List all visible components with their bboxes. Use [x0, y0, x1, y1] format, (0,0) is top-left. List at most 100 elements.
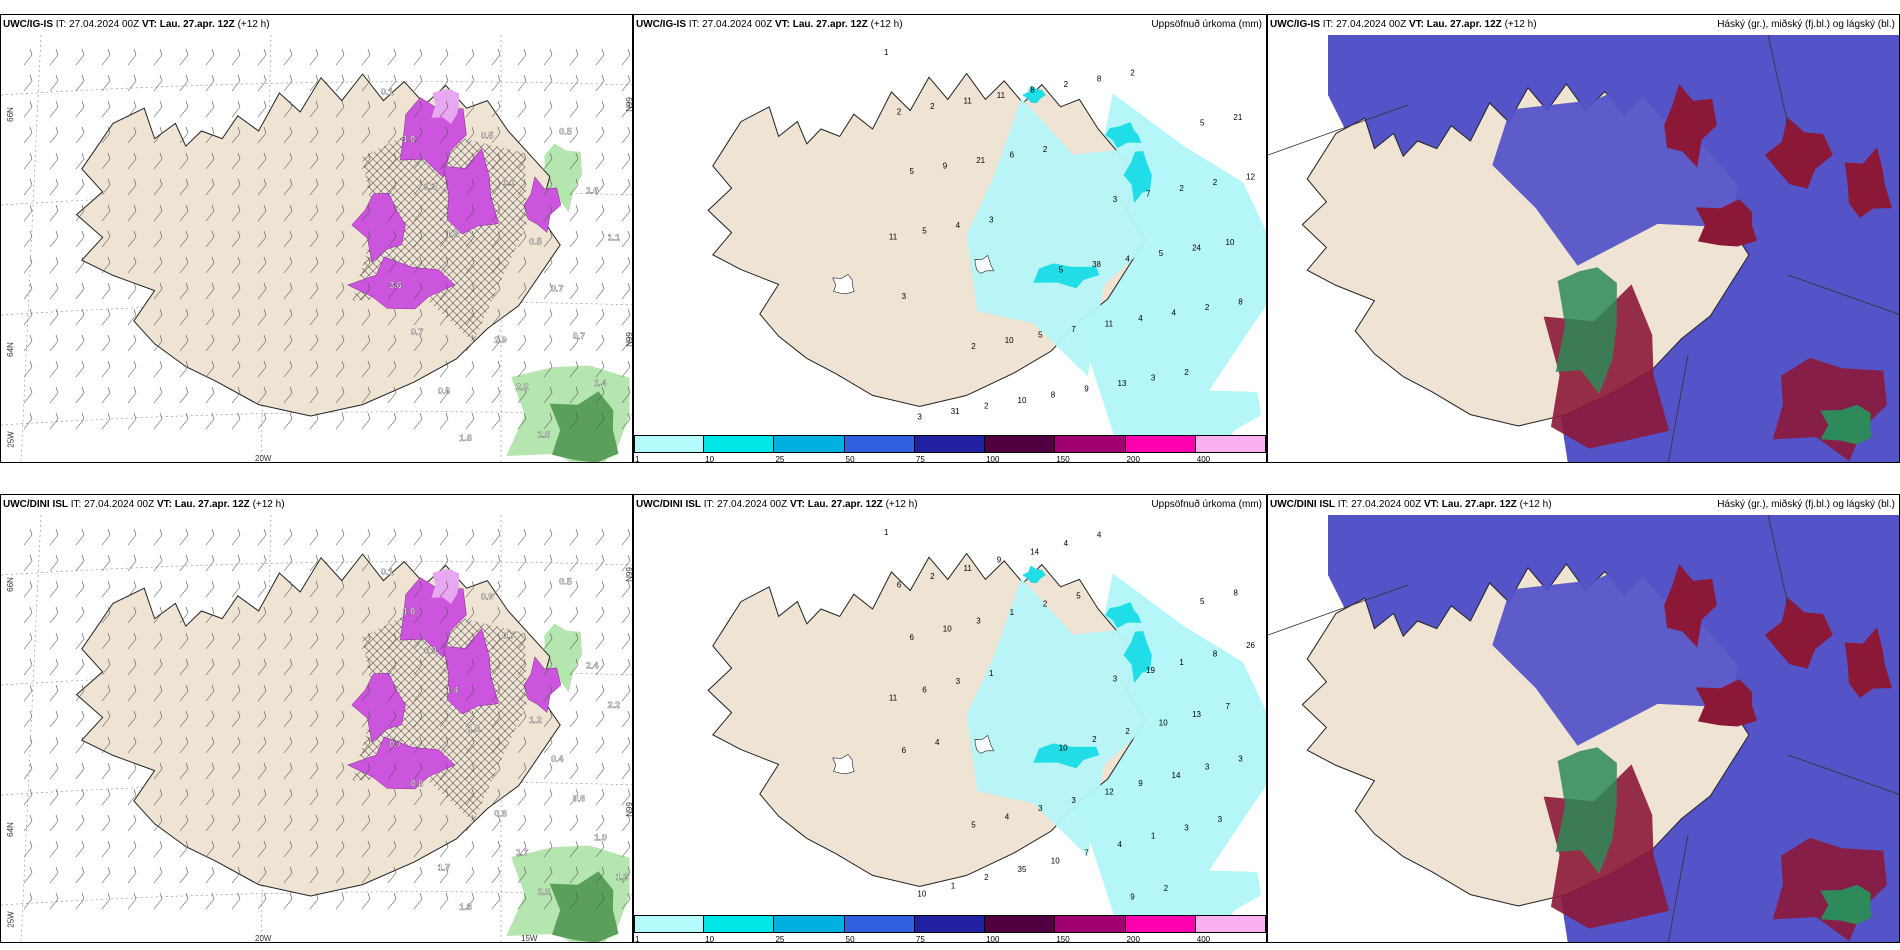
- wind-barb: [387, 386, 397, 404]
- wind-barb: [283, 814, 293, 832]
- lon-label-20w: 20W: [255, 454, 272, 463]
- wind-barb: [101, 386, 111, 404]
- wind-barb: [231, 866, 241, 884]
- precip-value-label: 2: [1179, 184, 1184, 193]
- wind-barb: [491, 658, 501, 676]
- wind-barb: [517, 386, 527, 404]
- wind-barb: [517, 658, 527, 676]
- wind-barb: [595, 308, 605, 326]
- wind-barb: [101, 736, 111, 754]
- wind-barb: [257, 230, 267, 248]
- wind-barb: [439, 658, 449, 676]
- wind-barb: [439, 762, 449, 780]
- wind-barb: [465, 204, 475, 222]
- wind-barb: [517, 606, 527, 624]
- wind-barb: [101, 814, 111, 832]
- wind-barb: [23, 282, 33, 300]
- wind-barb: [49, 814, 59, 832]
- wind-barb: [283, 528, 293, 546]
- wind-barb: [283, 48, 293, 66]
- precip-value-label: 10: [1005, 336, 1014, 345]
- wind-value-label: 1.6: [586, 185, 599, 195]
- wind-barb: [413, 762, 423, 780]
- wind-barb: [413, 308, 423, 326]
- panel-ig-wind: UWC/IG-IS IT: 27.04.2024 00Z VT: Lau. 27…: [0, 14, 633, 463]
- wind-barb: [569, 74, 579, 92]
- colorbar-tick-label: 25: [775, 935, 785, 943]
- wind-barb: [569, 866, 579, 884]
- wind-barb: [569, 334, 579, 352]
- precip-value-label: 5: [1059, 266, 1064, 275]
- wind-barb: [361, 554, 371, 572]
- wind-barb: [491, 528, 501, 546]
- wind-barb: [387, 866, 397, 884]
- wind-barb: [387, 814, 397, 832]
- model-name: UWC/IG-IS: [636, 19, 686, 30]
- wind-barb: [491, 736, 501, 754]
- wind-value-label: 0.7: [411, 327, 424, 337]
- wind-barb: [595, 282, 605, 300]
- wind-barb: [153, 230, 163, 248]
- precip-value-label: 2: [1043, 600, 1048, 609]
- precip-value-label: 5: [1159, 249, 1164, 258]
- rain-area-heavy: [549, 871, 619, 942]
- wind-barb: [283, 632, 293, 650]
- wind-barb: [595, 48, 605, 66]
- wind-barb: [127, 632, 137, 650]
- wind-barb: [257, 892, 267, 910]
- precip-value-label: 6: [897, 580, 902, 589]
- wind-barb: [75, 866, 85, 884]
- wind-barb: [283, 762, 293, 780]
- wind-barb: [543, 580, 553, 598]
- wind-barb: [309, 762, 319, 780]
- wind-barb: [517, 632, 527, 650]
- wind-barb: [75, 178, 85, 196]
- wind-barb: [439, 684, 449, 702]
- wind-barb: [179, 386, 189, 404]
- wind-barb: [387, 788, 397, 806]
- wind-barb: [75, 126, 85, 144]
- wind-barb: [257, 684, 267, 702]
- wind-barb: [179, 580, 189, 598]
- wind-barb: [335, 528, 345, 546]
- wind-barb: [543, 606, 553, 624]
- precip-title: Uppsöfnuð úrkoma (mm): [1151, 19, 1262, 30]
- wind-barb: [517, 126, 527, 144]
- wind-barb: [23, 152, 33, 170]
- wind-barb: [621, 840, 631, 858]
- wind-barb: [621, 658, 631, 676]
- wind-barb: [231, 204, 241, 222]
- wind-barb: [75, 814, 85, 832]
- wind-barb: [439, 866, 449, 884]
- precip-value-label: 9: [1130, 892, 1135, 901]
- wind-barb: [101, 762, 111, 780]
- wind-barb: [517, 684, 527, 702]
- wind-barb: [127, 74, 137, 92]
- wind-barb: [517, 866, 527, 884]
- precip-colorbar: 1 10 25 50 75 100 150 200 400: [634, 915, 1266, 942]
- wind-barb: [465, 74, 475, 92]
- wind-barb: [23, 736, 33, 754]
- wind-barb: [465, 334, 475, 352]
- precip-value-label: 6: [1010, 151, 1015, 160]
- wind-value-label: 1.4: [594, 378, 607, 388]
- wind-barb: [335, 866, 345, 884]
- wind-barb: [621, 360, 631, 378]
- wind-barb: [413, 334, 423, 352]
- model-name: UWC/IG-IS: [3, 19, 53, 30]
- wind-barb: [309, 386, 319, 404]
- wind-barb: [491, 204, 501, 222]
- wind-barb: [205, 74, 215, 92]
- wind-barb: [413, 892, 423, 910]
- wind-barb: [491, 632, 501, 650]
- precip-value-label: 1: [884, 48, 889, 57]
- precip-value-label: 3: [976, 616, 981, 625]
- wind-barb: [543, 866, 553, 884]
- wind-barb: [543, 762, 553, 780]
- wind-barb: [621, 710, 631, 728]
- wind-barb: [23, 866, 33, 884]
- wind-barb: [387, 736, 397, 754]
- wind-barb: [309, 230, 319, 248]
- wind-barb: [413, 632, 423, 650]
- precip-value-label: 11: [964, 97, 973, 106]
